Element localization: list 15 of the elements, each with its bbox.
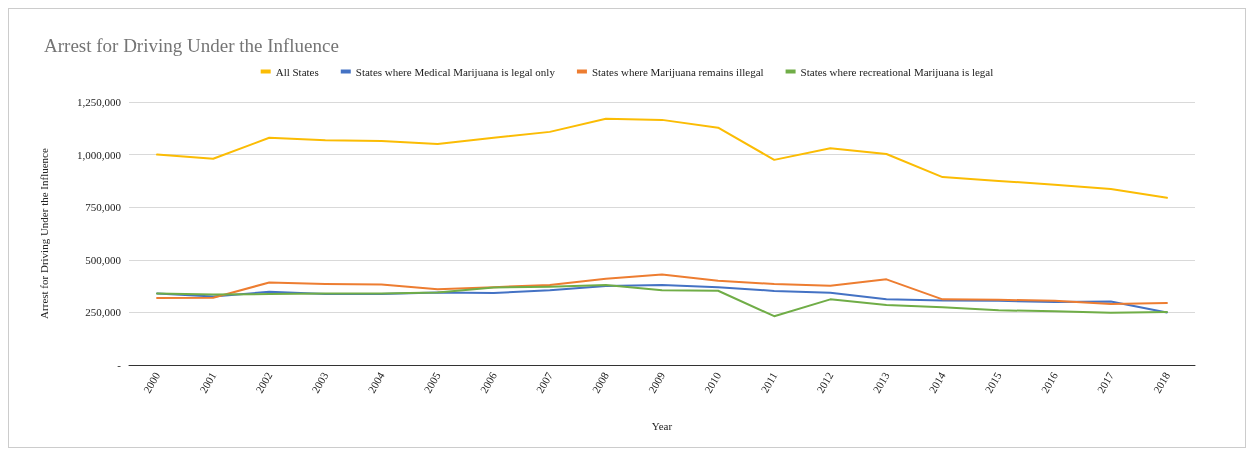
line-series bbox=[156, 273, 1168, 305]
legend-label: States where recreational Marijuana is legal bbox=[800, 65, 994, 78]
legend-label: States where Marijuana remains illegal bbox=[591, 65, 764, 78]
y-tick-label: 1,250,000 bbox=[77, 96, 122, 108]
y-tick-label: 250,000 bbox=[85, 306, 122, 319]
x-axis-title: Year bbox=[651, 419, 673, 432]
legend-label: States where Medical Marijuana is legal only bbox=[355, 65, 556, 78]
legend-label: All States bbox=[275, 65, 319, 78]
chart-title: Arrest for Driving Under the Influence bbox=[44, 35, 339, 56]
y-tick-label: 1,000,000 bbox=[77, 148, 122, 161]
y-tick-label: - bbox=[117, 359, 122, 371]
y-axis-title: Arrest for Driving Under the Influence bbox=[37, 148, 50, 319]
y-tick-label: 500,000 bbox=[85, 253, 122, 266]
y-tick-label: 750,000 bbox=[85, 201, 122, 214]
line-series bbox=[156, 117, 1168, 199]
